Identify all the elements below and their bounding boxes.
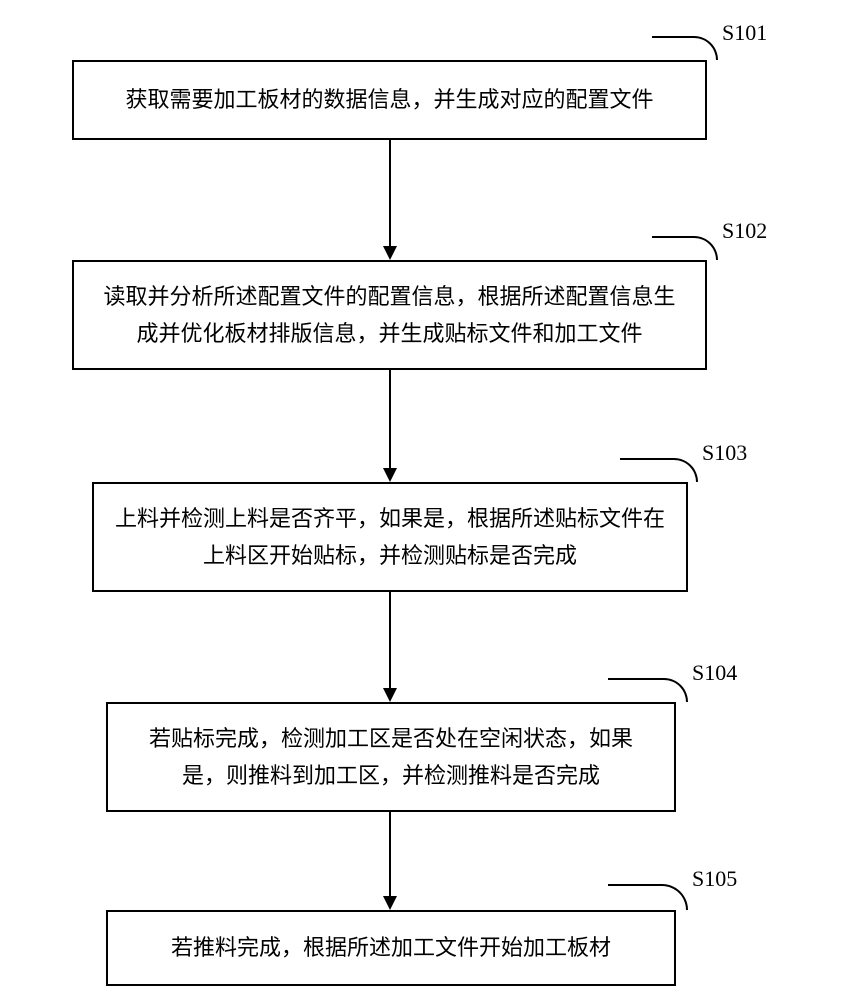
flow-arrow (389, 812, 391, 896)
flow-node-s103: 上料并检测上料是否齐平，如果是，根据所述贴标文件在上料区开始贴标，并检测贴标是否… (92, 482, 688, 592)
flow-arrow (389, 140, 391, 246)
flow-arrow (389, 592, 391, 688)
flow-node-text: 上料并检测上料是否齐平，如果是，根据所述贴标文件在上料区开始贴标，并检测贴标是否… (114, 500, 666, 575)
flow-node-s104: 若贴标完成，检测加工区是否处在空闲状态，如果是，则推料到加工区，并检测推料是否完… (106, 702, 676, 812)
flow-node-s105: 若推料完成，根据所述加工文件开始加工板材 (106, 910, 676, 986)
flow-callout-s104 (608, 678, 688, 702)
flow-arrow-head (383, 246, 397, 260)
flow-node-s101: 获取需要加工板材的数据信息，并生成对应的配置文件 (72, 60, 707, 140)
flow-arrow-head (383, 468, 397, 482)
flow-node-text: 若贴标完成，检测加工区是否处在空闲状态，如果是，则推料到加工区，并检测推料是否完… (128, 720, 654, 795)
flow-label-s101: S101 (722, 20, 767, 46)
flow-callout-s102 (652, 236, 718, 260)
flow-arrow-head (383, 896, 397, 910)
flow-label-s103: S103 (702, 440, 747, 466)
flow-callout-s103 (620, 458, 698, 482)
flow-label-s105: S105 (692, 866, 737, 892)
flow-node-text: 若推料完成，根据所述加工文件开始加工板材 (171, 929, 611, 966)
flow-arrow (389, 370, 391, 468)
flow-node-text: 获取需要加工板材的数据信息，并生成对应的配置文件 (125, 81, 653, 118)
flow-label-s102: S102 (722, 218, 767, 244)
flowchart-container: 获取需要加工板材的数据信息，并生成对应的配置文件 S101 读取并分析所述配置文… (0, 0, 855, 1000)
flow-arrow-head (383, 688, 397, 702)
flow-node-s102: 读取并分析所述配置文件的配置信息，根据所述配置信息生成并优化板材排版信息，并生成… (72, 260, 707, 370)
flow-callout-s105 (608, 884, 688, 910)
flow-callout-s101 (652, 36, 718, 60)
flow-label-s104: S104 (692, 660, 737, 686)
flow-node-text: 读取并分析所述配置文件的配置信息，根据所述配置信息生成并优化板材排版信息，并生成… (94, 278, 685, 353)
